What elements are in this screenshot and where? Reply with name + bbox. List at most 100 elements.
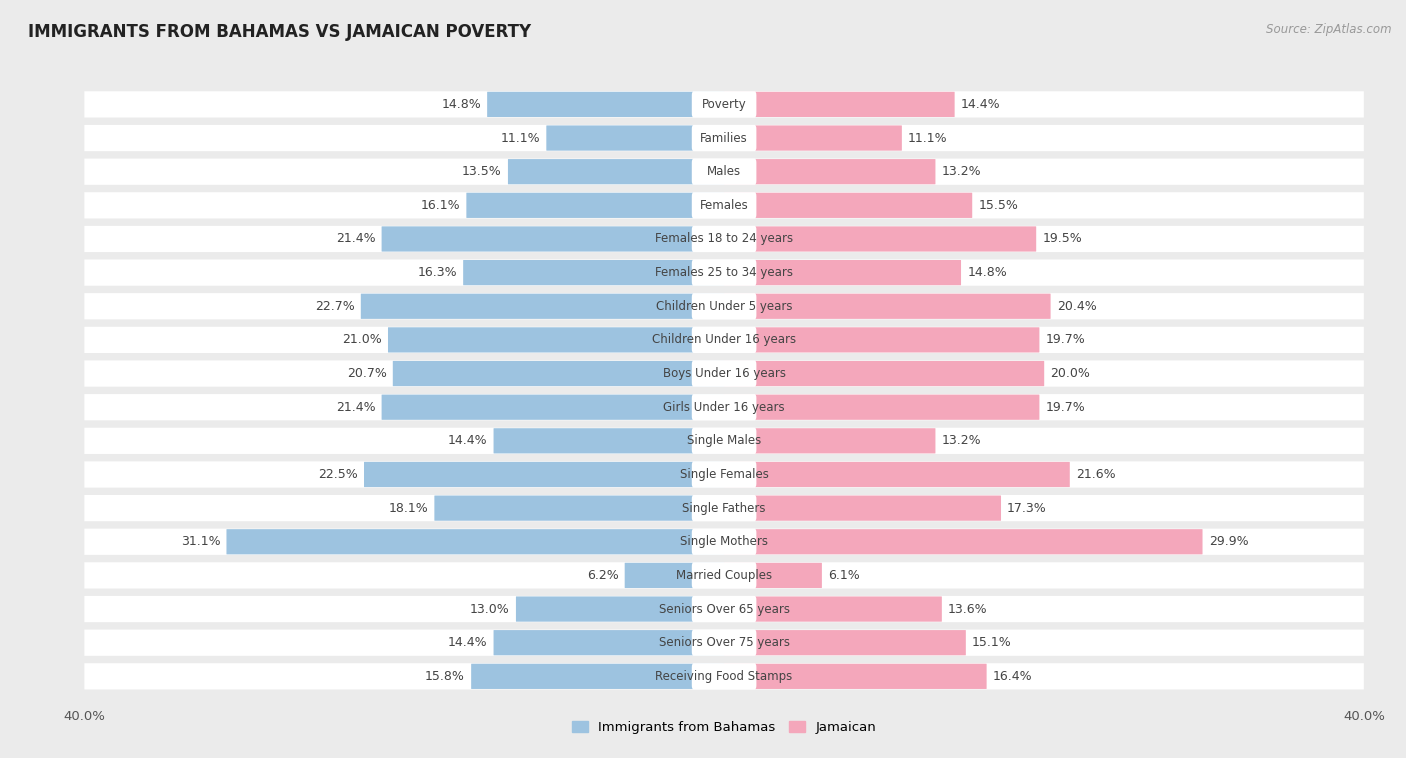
Text: 16.3%: 16.3%	[418, 266, 457, 279]
Text: Boys Under 16 years: Boys Under 16 years	[662, 367, 786, 380]
Text: 13.0%: 13.0%	[470, 603, 510, 615]
Text: Females: Females	[700, 199, 748, 211]
Text: Source: ZipAtlas.com: Source: ZipAtlas.com	[1267, 23, 1392, 36]
FancyBboxPatch shape	[494, 428, 724, 453]
Text: 19.7%: 19.7%	[1046, 334, 1085, 346]
Text: Poverty: Poverty	[702, 98, 747, 111]
FancyBboxPatch shape	[84, 125, 1364, 151]
Text: Single Males: Single Males	[688, 434, 761, 447]
Text: 20.7%: 20.7%	[347, 367, 387, 380]
FancyBboxPatch shape	[724, 496, 1001, 521]
Text: Single Fathers: Single Fathers	[682, 502, 766, 515]
FancyBboxPatch shape	[471, 664, 724, 689]
Text: Seniors Over 65 years: Seniors Over 65 years	[658, 603, 790, 615]
Text: 22.7%: 22.7%	[315, 299, 354, 313]
FancyBboxPatch shape	[724, 327, 1039, 352]
FancyBboxPatch shape	[508, 159, 724, 184]
FancyBboxPatch shape	[724, 293, 1050, 319]
FancyBboxPatch shape	[361, 293, 724, 319]
Text: Married Couples: Married Couples	[676, 569, 772, 582]
Text: 22.5%: 22.5%	[318, 468, 359, 481]
FancyBboxPatch shape	[84, 428, 1364, 454]
FancyBboxPatch shape	[486, 92, 724, 117]
Text: 14.4%: 14.4%	[447, 636, 488, 649]
FancyBboxPatch shape	[692, 226, 756, 252]
Text: 18.1%: 18.1%	[388, 502, 429, 515]
Text: 14.8%: 14.8%	[441, 98, 481, 111]
FancyBboxPatch shape	[388, 327, 724, 352]
FancyBboxPatch shape	[692, 360, 756, 387]
FancyBboxPatch shape	[692, 259, 756, 286]
FancyBboxPatch shape	[381, 227, 724, 252]
Text: 31.1%: 31.1%	[181, 535, 221, 548]
FancyBboxPatch shape	[84, 562, 1364, 588]
Text: 16.1%: 16.1%	[420, 199, 460, 211]
Text: 11.1%: 11.1%	[908, 132, 948, 145]
FancyBboxPatch shape	[724, 529, 1202, 554]
Text: Receiving Food Stamps: Receiving Food Stamps	[655, 670, 793, 683]
Text: 15.5%: 15.5%	[979, 199, 1018, 211]
FancyBboxPatch shape	[692, 596, 756, 622]
Legend: Immigrants from Bahamas, Jamaican: Immigrants from Bahamas, Jamaican	[567, 716, 882, 739]
Text: 21.4%: 21.4%	[336, 233, 375, 246]
Text: Seniors Over 75 years: Seniors Over 75 years	[658, 636, 790, 649]
FancyBboxPatch shape	[692, 327, 756, 353]
Text: Children Under 16 years: Children Under 16 years	[652, 334, 796, 346]
FancyBboxPatch shape	[724, 395, 1039, 420]
FancyBboxPatch shape	[392, 361, 724, 386]
Text: 20.4%: 20.4%	[1057, 299, 1097, 313]
Text: 14.4%: 14.4%	[447, 434, 488, 447]
FancyBboxPatch shape	[692, 193, 756, 218]
FancyBboxPatch shape	[84, 293, 1364, 319]
Text: 19.7%: 19.7%	[1046, 401, 1085, 414]
FancyBboxPatch shape	[692, 158, 756, 185]
Text: 13.6%: 13.6%	[948, 603, 987, 615]
FancyBboxPatch shape	[724, 125, 901, 151]
FancyBboxPatch shape	[463, 260, 724, 285]
FancyBboxPatch shape	[692, 630, 756, 656]
FancyBboxPatch shape	[467, 193, 724, 218]
FancyBboxPatch shape	[226, 529, 724, 554]
Text: 13.5%: 13.5%	[463, 165, 502, 178]
Text: 19.5%: 19.5%	[1042, 233, 1083, 246]
FancyBboxPatch shape	[724, 92, 955, 117]
FancyBboxPatch shape	[381, 395, 724, 420]
FancyBboxPatch shape	[84, 259, 1364, 286]
FancyBboxPatch shape	[84, 528, 1364, 555]
Text: 14.4%: 14.4%	[960, 98, 1001, 111]
FancyBboxPatch shape	[494, 630, 724, 656]
Text: 29.9%: 29.9%	[1209, 535, 1249, 548]
FancyBboxPatch shape	[692, 495, 756, 522]
Text: 21.4%: 21.4%	[336, 401, 375, 414]
Text: Single Females: Single Females	[679, 468, 769, 481]
FancyBboxPatch shape	[724, 428, 935, 453]
Text: 20.0%: 20.0%	[1050, 367, 1090, 380]
FancyBboxPatch shape	[434, 496, 724, 521]
Text: IMMIGRANTS FROM BAHAMAS VS JAMAICAN POVERTY: IMMIGRANTS FROM BAHAMAS VS JAMAICAN POVE…	[28, 23, 531, 41]
FancyBboxPatch shape	[516, 597, 724, 622]
Text: Males: Males	[707, 165, 741, 178]
FancyBboxPatch shape	[84, 193, 1364, 218]
FancyBboxPatch shape	[84, 327, 1364, 353]
FancyBboxPatch shape	[84, 360, 1364, 387]
Text: 6.2%: 6.2%	[586, 569, 619, 582]
FancyBboxPatch shape	[692, 663, 756, 690]
Text: Single Mothers: Single Mothers	[681, 535, 768, 548]
FancyBboxPatch shape	[692, 293, 756, 319]
FancyBboxPatch shape	[84, 596, 1364, 622]
FancyBboxPatch shape	[84, 495, 1364, 522]
Text: 14.8%: 14.8%	[967, 266, 1007, 279]
FancyBboxPatch shape	[84, 630, 1364, 656]
FancyBboxPatch shape	[724, 630, 966, 656]
Text: Females 25 to 34 years: Females 25 to 34 years	[655, 266, 793, 279]
Text: 21.6%: 21.6%	[1076, 468, 1115, 481]
FancyBboxPatch shape	[364, 462, 724, 487]
FancyBboxPatch shape	[724, 597, 942, 622]
FancyBboxPatch shape	[692, 528, 756, 555]
FancyBboxPatch shape	[692, 125, 756, 151]
FancyBboxPatch shape	[84, 226, 1364, 252]
Text: 16.4%: 16.4%	[993, 670, 1032, 683]
FancyBboxPatch shape	[724, 462, 1070, 487]
Text: 15.1%: 15.1%	[972, 636, 1012, 649]
FancyBboxPatch shape	[547, 125, 724, 151]
